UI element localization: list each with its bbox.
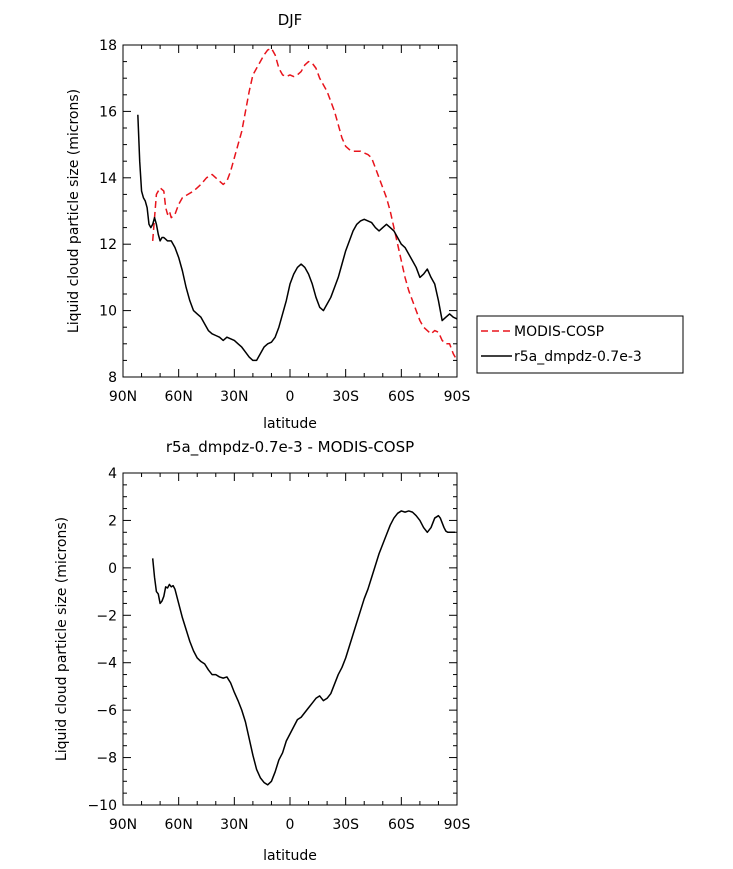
top-y-tick-label: 14 (99, 171, 117, 187)
bottom-y-tick-label: −6 (96, 703, 117, 719)
legend-label-modis-cosp: MODIS-COSP (514, 324, 604, 340)
bottom-series-line-r5a-dmpdz-0-7e-3-modis-cosp (151, 510, 456, 786)
bottom-axes-group: 90N 60N 30N 0 30S 60S 90S −10 −8 −6 −4 −2 0 2 4 (87, 466, 470, 833)
bottom-x-tick-label: 90S (444, 817, 471, 833)
panel-bottom-chart: r5a_dmpdz-0.7e-3 - MODIS-COSP 90N 60N 30N 0… (54, 438, 470, 864)
top-series-group (137, 47, 458, 362)
bottom-x-axis-label: latitude (263, 848, 317, 864)
chart-title-djf: DJF (278, 11, 303, 29)
bottom-y-axis-label: Liquid cloud particle size (microns) (54, 517, 70, 761)
bottom-x-tick-label: 30S (332, 817, 359, 833)
top-x-tick-label: 30S (332, 389, 359, 405)
bottom-y-tick-label: 0 (108, 561, 117, 577)
bottom-y-tick-label: −2 (96, 608, 117, 624)
bottom-x-tick-label: 30N (220, 817, 248, 833)
top-x-tick-label: 60N (165, 389, 193, 405)
bottom-y-tick-label: 4 (108, 466, 117, 482)
top-x-tick-label: 90S (444, 389, 471, 405)
chart-title-difference: r5a_dmpdz-0.7e-3 - MODIS-COSP (166, 438, 414, 457)
bottom-plot-frame (122, 472, 458, 806)
top-x-tick-label: 60S (388, 389, 415, 405)
top-y-tick-label: 8 (108, 370, 117, 386)
legend-box (476, 315, 684, 374)
bottom-y-tick-label: −8 (96, 751, 117, 767)
legend: MODIS-COSP r5a_dmpdz-0.7e-3 (476, 315, 684, 374)
bottom-y-tick-label: −4 (96, 656, 117, 672)
bottom-y-tick-label: 2 (108, 513, 117, 529)
top-y-tick-label: 16 (99, 104, 117, 120)
top-plot-frame (122, 44, 458, 378)
bottom-x-tick-label: 60N (165, 817, 193, 833)
bottom-x-tick-label: 60S (388, 817, 415, 833)
top-x-tick-label: 0 (286, 389, 295, 405)
top-y-axis-label: Liquid cloud particle size (microns) (66, 89, 82, 333)
top-x-tick-label: 90N (109, 389, 137, 405)
panel-top-chart: DJF 90N 60N 30N 0 30S 60S 90S 8 10 12 14 16 18 latit… (66, 11, 470, 432)
bottom-series-group (151, 510, 456, 786)
top-series-line-r5a-dmpdz-0-7e-3 (137, 114, 458, 362)
top-y-tick-label: 10 (99, 304, 117, 320)
bottom-x-tick-label: 90N (109, 817, 137, 833)
top-x-tick-label: 30N (220, 389, 248, 405)
top-x-axis-label: latitude (263, 416, 317, 432)
bottom-x-tick-label: 0 (286, 817, 295, 833)
top-y-tick-label: 12 (99, 237, 117, 253)
top-series-line-modis-cosp (151, 47, 458, 361)
top-y-tick-label: 18 (99, 38, 117, 54)
top-axes-group: 90N 60N 30N 0 30S 60S 90S 8 10 12 14 16 18 (99, 38, 470, 405)
legend-label-r5a: r5a_dmpdz-0.7e-3 (514, 349, 642, 365)
bottom-y-tick-label: −10 (87, 798, 117, 814)
